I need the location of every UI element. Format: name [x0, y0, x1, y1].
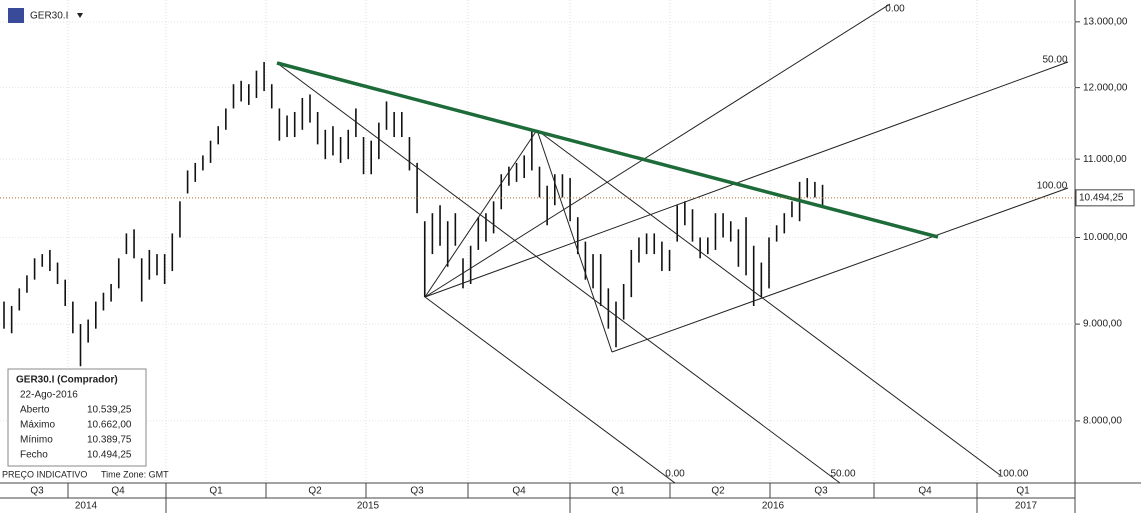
- quarter-label: Q3: [30, 486, 44, 497]
- fork-line: [536, 129, 613, 353]
- quarter-label: Q4: [111, 486, 125, 497]
- info-box: GER30.I (Comprador) 22-Ago-2016 Aberto 10.5…: [7, 368, 147, 467]
- fork-line: [424, 61, 1069, 298]
- year-label: 2016: [762, 501, 785, 512]
- quarter-label: Q1: [209, 486, 223, 497]
- info-key: Aberto: [20, 405, 50, 416]
- fib-label: 0.00: [665, 469, 685, 480]
- trend-line: [276, 61, 939, 239]
- y-tick-label: 8.000,00: [1083, 416, 1122, 427]
- quarter-label: Q2: [308, 486, 322, 497]
- y-tick-label: 12.000,00: [1083, 82, 1128, 93]
- y-tick-label: 9.000,00: [1083, 319, 1122, 330]
- info-key: Máximo: [20, 420, 55, 431]
- footer-text: PREÇO INDICATIVO: [2, 469, 87, 479]
- quarter-label: Q3: [814, 486, 828, 497]
- pitchfork: [276, 3, 1069, 484]
- info-title: GER30.I (Comprador): [16, 375, 118, 386]
- fib-label: 0.00: [885, 4, 905, 15]
- y-tick-label: 10.000,00: [1083, 232, 1128, 243]
- info-date: 22-Ago-2016: [20, 390, 78, 401]
- info-value: 10.494,25: [87, 450, 132, 461]
- info-key: Fecho: [20, 450, 48, 461]
- info-key: Mínimo: [20, 435, 53, 446]
- info-value: 10.539,25: [87, 405, 132, 416]
- current-price-box: [1075, 189, 1135, 207]
- fib-label: 100.00: [1037, 181, 1068, 192]
- info-frame: [7, 368, 147, 467]
- info-value: 10.662,00: [87, 420, 132, 431]
- quarter-label: Q4: [918, 486, 932, 497]
- year-label: 2014: [75, 501, 98, 512]
- info-value: 10.389,75: [87, 435, 132, 446]
- year-label: 2015: [357, 501, 380, 512]
- fork-line: [611, 187, 1069, 353]
- fork-line: [424, 296, 676, 484]
- current-price-label: 10.494,25: [1079, 192, 1124, 203]
- footer-text: Time Zone: GMT: [101, 469, 169, 479]
- year-label: 2017: [1015, 501, 1038, 512]
- quarter-label: Q1: [1016, 486, 1030, 497]
- fib-label: 100.00: [998, 469, 1029, 480]
- symbol[interactable]: GER30.I: [30, 11, 68, 22]
- dropdown-arrow[interactable]: [77, 13, 83, 18]
- fib-label: 50.00: [830, 469, 855, 480]
- fork-line: [424, 129, 538, 298]
- fib-label: 50.00: [1042, 55, 1067, 66]
- quarter-label: Q2: [711, 486, 725, 497]
- symbol-icon: [8, 8, 24, 23]
- quarter-label: Q3: [410, 486, 424, 497]
- fork-line: [536, 129, 1001, 476]
- y-tick-label: 11.000,00: [1083, 154, 1127, 165]
- quarter-label: Q1: [611, 486, 625, 497]
- fork-line: [424, 3, 891, 298]
- y-tick-label: 13.000,00: [1083, 16, 1128, 27]
- quarter-label: Q4: [512, 486, 526, 497]
- fork-line: [276, 62, 841, 484]
- price-bars: [3, 62, 824, 367]
